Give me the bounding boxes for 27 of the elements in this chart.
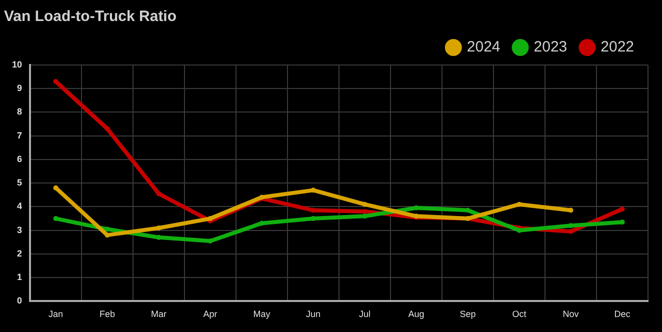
- y-tick-label: 2: [16, 248, 22, 258]
- x-tick-label: Oct: [512, 309, 527, 320]
- legend-label: 2024: [466, 38, 500, 56]
- chart-title: Van Load-to-Truck Ratio: [4, 8, 177, 26]
- x-tick-label: Sep: [460, 309, 476, 320]
- x-tick-label: Jul: [358, 309, 371, 320]
- legend-label: 2023: [534, 38, 568, 56]
- x-tick-label: Apr: [203, 309, 218, 320]
- y-tick-label: 5: [16, 178, 22, 188]
- y-tick-label: 1: [16, 272, 22, 282]
- y-tick-label: 0: [16, 296, 22, 306]
- y-tick-label: 10: [12, 59, 22, 70]
- x-tick-label: May: [253, 309, 271, 320]
- x-tick-label: Jan: [48, 309, 64, 320]
- x-tick-label: Mar: [151, 309, 167, 320]
- legend-label: 2022: [600, 38, 634, 56]
- y-tick-label: 3: [16, 224, 22, 235]
- y-tick-label: 8: [16, 106, 22, 117]
- y-tick-label: 6: [16, 154, 22, 164]
- y-tick-label: 7: [16, 130, 22, 140]
- x-tick-label: Jun: [306, 309, 321, 320]
- x-tick-label: Aug: [408, 309, 424, 320]
- x-tick-label: Feb: [100, 309, 116, 320]
- x-tick-label: Nov: [562, 309, 580, 320]
- x-tick-label: Dec: [614, 309, 631, 320]
- y-tick-label: 9: [16, 83, 22, 94]
- y-tick-label: 4: [16, 201, 22, 212]
